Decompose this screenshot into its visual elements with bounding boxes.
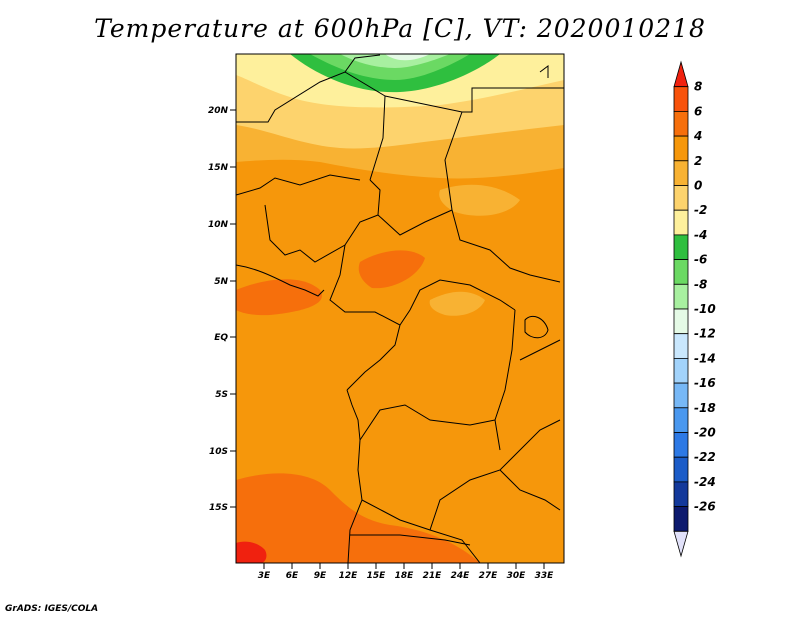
country-borders <box>236 54 564 563</box>
colorbar-cell <box>673 382 689 409</box>
map-frame <box>235 53 565 564</box>
colorbar-label: 8 <box>694 80 702 94</box>
colorbar-label: -6 <box>694 253 707 267</box>
lat-label: EQ <box>214 333 228 343</box>
lon-label: 9E <box>314 571 327 581</box>
credit-label: GrADS: IGES/COLA <box>5 604 99 614</box>
lat-label: 10N <box>208 220 229 230</box>
lat-label: 10S <box>209 447 228 457</box>
colorbar-label: -12 <box>694 327 716 341</box>
lon-label: 18E <box>395 571 415 581</box>
colorbar-label: 6 <box>694 104 702 118</box>
colorbar-label: -24 <box>694 475 716 489</box>
colorbar-cell <box>673 308 689 335</box>
colorbar-cell <box>673 506 689 532</box>
lon-label: 6E <box>286 571 299 581</box>
colorbar-cell <box>673 432 689 458</box>
temperature-field <box>236 54 564 563</box>
lon-label: 24E <box>451 571 471 581</box>
colorbar-cell <box>673 333 689 359</box>
lat-label: 5S <box>215 390 228 400</box>
colorbar-label: 2 <box>694 154 702 168</box>
map-title: Temperature at 600hPa [C], VT: 202001021… <box>94 14 706 43</box>
colorbar-cell <box>673 530 689 558</box>
colorbar-cell <box>673 160 689 186</box>
colorbar-cell <box>673 456 689 483</box>
colorbar-label: -16 <box>694 376 716 390</box>
colorbar-cell <box>673 357 689 384</box>
colorbar-label: -26 <box>694 500 716 514</box>
lon-label: 33E <box>535 571 555 581</box>
lon-axis: 3E 6E 9E 12E 15E 18E 21E 24E 27E 30E 33E <box>258 563 554 581</box>
colorbar-label: 4 <box>693 129 702 143</box>
colorbar-label: -10 <box>694 302 716 316</box>
colorbar-cell <box>673 111 689 137</box>
colorbar-label: 0 <box>694 179 702 193</box>
lat-label: 15N <box>208 163 229 173</box>
colorbar-cell <box>673 86 689 112</box>
lat-label: 15S <box>209 503 228 513</box>
colorbar-label: -22 <box>694 450 716 464</box>
colorbar-cell <box>673 407 689 433</box>
colorbar-cell <box>673 259 689 285</box>
colorbar-cell <box>673 135 689 162</box>
lat-axis: 20N 15N 10N 5N EQ 5S 10S 15S <box>208 106 236 513</box>
colorbar-cell <box>673 185 689 211</box>
colorbar-label: -14 <box>694 351 716 365</box>
colorbar-label: -18 <box>694 401 716 415</box>
lat-label: 5N <box>214 277 228 287</box>
colorbar-cell <box>673 234 689 260</box>
lon-label: 30E <box>507 571 527 581</box>
colorbar-cell <box>673 209 689 236</box>
colorbar-label: -2 <box>694 203 707 217</box>
lon-label: 27E <box>479 571 499 581</box>
colorbar-label: -8 <box>694 277 707 291</box>
colorbar-cell <box>673 60 689 88</box>
lon-label: 12E <box>339 571 359 581</box>
lon-label: 15E <box>367 571 387 581</box>
lat-label: 20N <box>208 106 229 116</box>
colorbar: 8 6 4 2 0 -2 -4 -6 -8 -10 -12 -14 -16 -18 -20 -22 -24 -26 <box>673 60 716 558</box>
lon-label: 21E <box>423 571 443 581</box>
colorbar-label: -20 <box>694 426 716 440</box>
colorbar-cell <box>673 481 689 507</box>
colorbar-cell <box>673 283 689 310</box>
colorbar-label: -4 <box>694 228 707 242</box>
lon-label: 3E <box>258 571 271 581</box>
